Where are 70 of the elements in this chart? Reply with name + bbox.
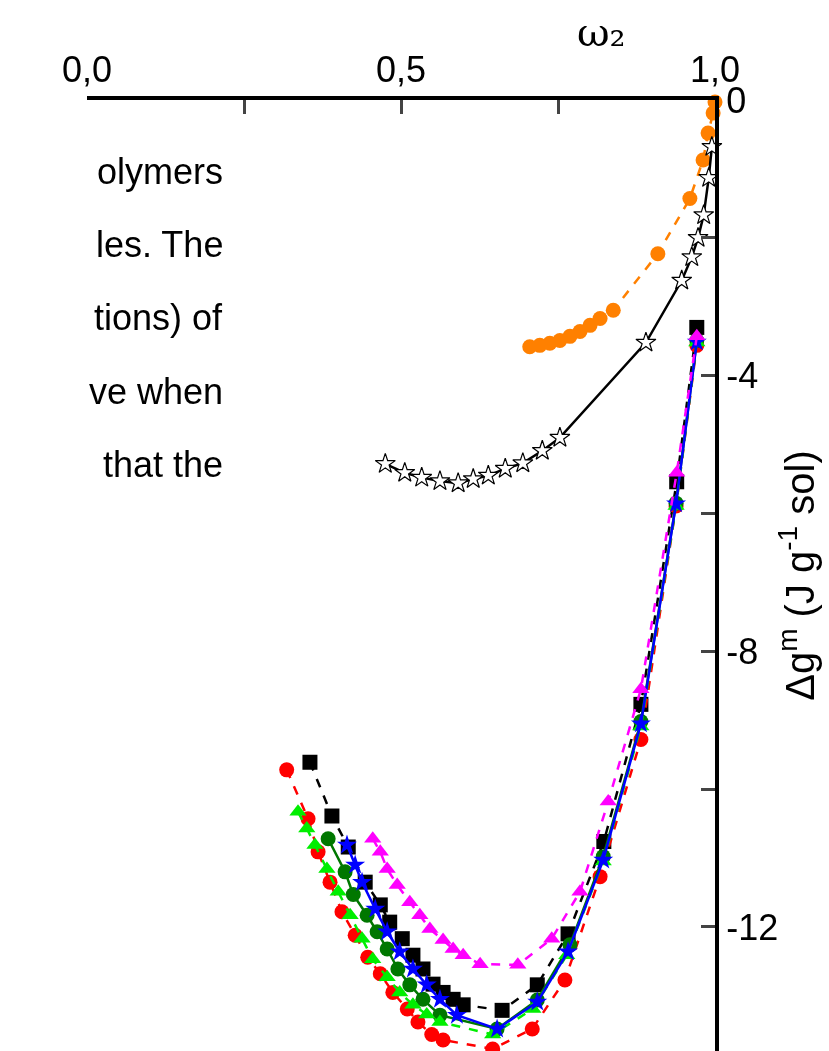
point (494, 457, 516, 478)
point (402, 958, 423, 978)
point (477, 464, 499, 485)
point (365, 898, 386, 918)
point (700, 125, 716, 141)
point (558, 941, 579, 961)
point (635, 331, 657, 352)
point (337, 834, 357, 854)
point (462, 467, 484, 489)
point (345, 854, 366, 874)
point (429, 988, 450, 1008)
point (582, 317, 598, 333)
point (605, 302, 621, 318)
point (592, 310, 608, 326)
point (650, 246, 666, 262)
annotation: tions) of (94, 297, 224, 338)
point (352, 871, 373, 891)
point (379, 941, 395, 957)
point (391, 984, 409, 997)
point (337, 864, 353, 880)
point (298, 820, 316, 833)
point (374, 452, 396, 473)
point (671, 269, 693, 290)
point (557, 972, 573, 988)
point (529, 977, 545, 993)
point (549, 426, 571, 447)
point (320, 831, 336, 847)
point (688, 328, 706, 341)
point (390, 961, 406, 977)
point (394, 931, 410, 947)
annotation: olymers (97, 151, 224, 192)
point (681, 246, 703, 267)
point (435, 1032, 451, 1048)
point (446, 1004, 467, 1024)
point (693, 203, 715, 225)
point (364, 951, 382, 964)
point (302, 754, 318, 770)
point (345, 887, 361, 903)
point (377, 921, 398, 941)
y-tick-label: -4 (726, 355, 759, 397)
point (531, 439, 553, 460)
point (429, 469, 451, 491)
point (418, 1006, 436, 1019)
point (447, 472, 469, 493)
point (389, 941, 410, 961)
y-tick-label: -12 (726, 906, 779, 948)
y-tick-label: -8 (726, 630, 759, 672)
point (402, 977, 418, 993)
point (324, 808, 340, 824)
point (416, 974, 437, 994)
point (695, 152, 711, 168)
point (455, 997, 471, 1013)
point (524, 1021, 540, 1037)
point (494, 1002, 510, 1018)
point (512, 452, 534, 473)
annotation: that the (103, 444, 224, 485)
point (411, 466, 433, 487)
annotation: ve when (89, 371, 224, 412)
point (682, 191, 698, 207)
point (410, 1014, 426, 1030)
point (394, 461, 416, 482)
point (687, 226, 709, 247)
point (415, 991, 431, 1007)
point (424, 1026, 440, 1042)
x-tick-label: 0,5 (375, 48, 427, 90)
point (378, 969, 396, 982)
x-tick-label: 0,0 (61, 48, 113, 90)
point (279, 762, 295, 778)
annotation: les. The (96, 224, 224, 265)
x-axis-title: ω₂ (577, 9, 626, 55)
